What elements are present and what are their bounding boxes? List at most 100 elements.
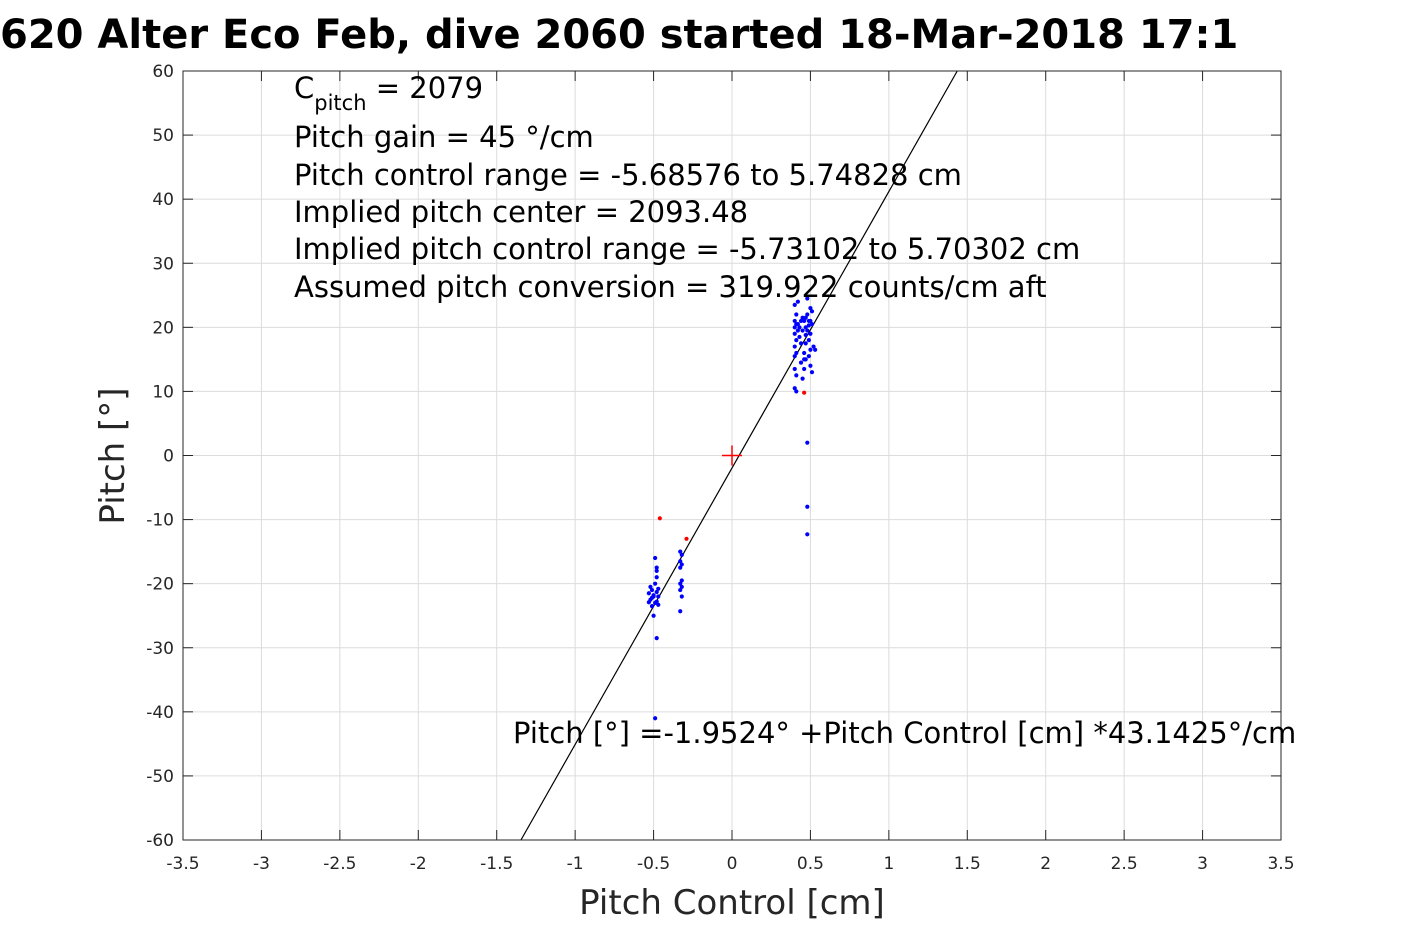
data-point xyxy=(684,536,689,541)
y-tick-label: 50 xyxy=(152,126,174,146)
data-point xyxy=(656,594,661,599)
data-point xyxy=(678,609,683,614)
data-point xyxy=(808,318,813,324)
data-point xyxy=(648,584,653,589)
x-tick-label: 1 xyxy=(883,854,894,874)
x-tick-label: -3.5 xyxy=(166,854,199,874)
chart-title: 620 Alter Eco Feb, dive 2060 started 18-… xyxy=(0,12,1238,58)
data-point xyxy=(800,315,805,320)
data-point xyxy=(792,302,797,308)
y-tick-label: 40 xyxy=(152,190,174,210)
data-point xyxy=(794,389,799,394)
data-point xyxy=(798,341,804,346)
data-point xyxy=(792,325,797,330)
data-point xyxy=(805,312,810,317)
data-point xyxy=(792,331,797,336)
x-tick-label: -1.5 xyxy=(480,854,513,874)
x-tick-label: -3 xyxy=(253,854,270,874)
y-tick-label: 0 xyxy=(163,447,174,467)
y-tick-label: -50 xyxy=(146,767,174,787)
y-tick-label: 60 xyxy=(152,62,174,82)
data-point xyxy=(678,587,683,593)
data-point xyxy=(802,350,807,356)
pitch-control-range-annotation: Pitch control range = -5.68576 to 5.7482… xyxy=(294,158,962,192)
data-point xyxy=(813,347,818,352)
x-tick-label: -1 xyxy=(567,854,584,874)
x-ticks: -3.5 -3 -2.5 -2 -1.5 -1 -0.5 0 0.5 1 1.5 2 2.5 3 3.5 xyxy=(166,71,1295,874)
y-tick-label: 10 xyxy=(152,382,174,402)
implied-pitch-center-annotation: Implied pitch center = 2093.48 xyxy=(294,195,748,229)
data-point xyxy=(802,318,807,324)
data-point xyxy=(646,591,651,596)
data-point xyxy=(805,328,810,333)
x-tick-label: -2 xyxy=(410,854,427,874)
x-tick-label: -0.5 xyxy=(637,854,670,874)
data-point xyxy=(646,600,651,605)
data-point xyxy=(653,716,658,721)
data-point xyxy=(792,354,797,359)
data-point xyxy=(794,312,799,317)
y-tick-label: 30 xyxy=(152,254,174,274)
data-point xyxy=(805,296,810,301)
data-point xyxy=(653,555,658,561)
data-point xyxy=(649,603,655,609)
data-point xyxy=(798,318,804,324)
data-point xyxy=(794,373,799,378)
data-point xyxy=(808,347,813,352)
c-pitch-value: = 2079 xyxy=(367,71,484,105)
data-point xyxy=(797,325,802,330)
data-point xyxy=(679,562,684,567)
data-point xyxy=(679,578,684,583)
implied-pitch-control-range-annotation: Implied pitch control range = -5.73102 t… xyxy=(294,232,1080,266)
data-point xyxy=(800,328,805,333)
data-point xyxy=(809,370,815,375)
data-point xyxy=(679,594,684,599)
data-point xyxy=(797,334,802,340)
x-tick-label: -2.5 xyxy=(323,854,356,874)
data-point xyxy=(808,306,813,311)
data-point xyxy=(654,575,659,580)
data-point xyxy=(811,344,816,349)
c-pitch-base: C xyxy=(294,71,314,105)
data-point xyxy=(803,315,808,320)
data-point xyxy=(803,341,808,346)
assumed-pitch-conversion-annotation: Assumed pitch conversion = 319.922 count… xyxy=(294,270,1047,304)
y-ticks: -60 -50 -40 -30 -20 -10 0 10 20 30 40 50 60 xyxy=(146,62,1281,851)
x-tick-label: 2 xyxy=(1040,854,1051,874)
data-point xyxy=(654,568,659,573)
y-tick-label: -30 xyxy=(146,639,174,659)
data-point xyxy=(654,636,659,641)
data-point xyxy=(651,613,656,618)
data-point xyxy=(679,584,684,589)
center-marker-layer xyxy=(722,445,742,466)
data-point xyxy=(806,323,811,328)
data-point xyxy=(678,565,683,570)
data-point xyxy=(679,552,684,557)
x-tick-label: 2.5 xyxy=(1111,854,1138,874)
data-point xyxy=(657,516,662,521)
data-point xyxy=(803,325,808,330)
data-point xyxy=(802,357,807,362)
data-point xyxy=(794,338,799,343)
data-point xyxy=(792,344,797,349)
y-axis-label: Pitch [°] xyxy=(93,387,133,524)
c-pitch-annotation: Cpitch = 2079 xyxy=(294,71,483,115)
y-tick-label: -40 xyxy=(146,703,174,723)
y-tick-label: 20 xyxy=(152,318,174,338)
data-point xyxy=(798,360,804,365)
x-tick-label: 0 xyxy=(727,854,738,874)
x-axis-label: Pitch Control [cm] xyxy=(579,883,885,923)
data-point xyxy=(806,354,811,359)
x-tick-label: 1.5 xyxy=(954,854,981,874)
data-point xyxy=(809,309,815,314)
data-point xyxy=(654,589,659,595)
data-point xyxy=(678,549,683,554)
data-point xyxy=(795,299,800,304)
data-point xyxy=(792,366,797,372)
fit-equation-annotation: Pitch [°] =-1.9524° +Pitch Control [cm] … xyxy=(513,716,1296,750)
x-tick-label: 0.5 xyxy=(797,854,824,874)
data-point xyxy=(649,587,655,593)
data-point xyxy=(656,602,661,607)
data-point xyxy=(654,599,659,604)
